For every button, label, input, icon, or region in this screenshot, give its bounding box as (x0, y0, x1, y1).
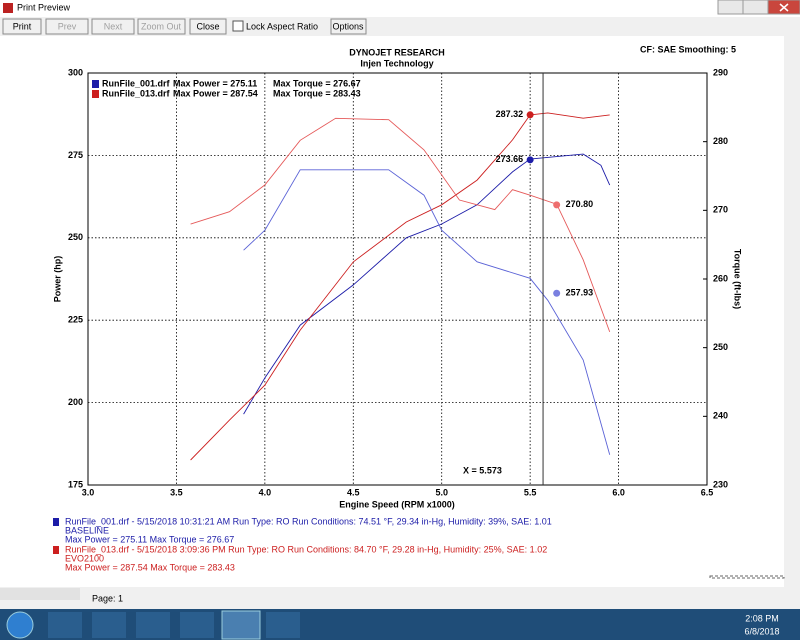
readout-marker (553, 201, 561, 209)
note-swatch (53, 518, 59, 526)
zoom-out-button[interactable] (137, 18, 186, 35)
maximize-button[interactable] (742, 0, 769, 15)
title-bar (0, 0, 800, 17)
vertical-scrollbar[interactable] (784, 36, 800, 587)
y2-tick-label: 290 (713, 67, 728, 77)
run-note: Max Power = 287.54 Max Torque = 283.43 (65, 562, 235, 572)
status-bar (0, 587, 800, 609)
y2-axis-label: Torque (ft-lbs) (733, 249, 743, 309)
legend-max-torque: Max Torque = 283.43 (273, 88, 361, 98)
power-torque-curve (243, 169, 611, 455)
chart-settings: CF: SAE Smoothing: 5 (640, 44, 736, 54)
x-tick-label: 5.0 (435, 487, 448, 497)
y2-tick-label: 280 (713, 136, 728, 146)
y2-tick-label: 240 (713, 411, 728, 421)
y2-tick-label: 230 (713, 479, 728, 489)
clock-time: 2:08 PM (745, 613, 779, 623)
prev-button[interactable] (45, 18, 89, 35)
button-label: Prev (58, 21, 77, 31)
power-torque-curve (243, 153, 611, 415)
close-button[interactable] (189, 18, 227, 35)
window-title: Print Preview (17, 2, 71, 12)
taskbar-icon-media[interactable] (136, 612, 170, 638)
readout-label: 257.93 (566, 288, 594, 298)
page-nav-buttons[interactable] (0, 588, 80, 600)
run-note: BASELINE (65, 525, 109, 535)
button-label: Print (13, 21, 32, 31)
next-button[interactable] (91, 18, 135, 35)
start-button[interactable] (6, 611, 34, 639)
note-swatch (53, 546, 59, 554)
run-note: RunFile_013.drf - 5/15/2018 3:09:36 PM R… (65, 544, 547, 554)
y-tick-label: 225 (68, 315, 83, 325)
close-icon (779, 3, 789, 12)
y-tick-label: 250 (68, 232, 83, 242)
run-note: EVO2100 (65, 553, 104, 563)
x-tick-label: 6.0 (612, 487, 625, 497)
y2-tick-label: 250 (713, 342, 728, 352)
chart-title: DYNOJET RESEARCH (349, 47, 445, 57)
taskbar-icon-calc[interactable] (266, 612, 300, 638)
y2-tick-label: 270 (713, 205, 728, 215)
x-tick-label: 4.0 (259, 487, 272, 497)
button-label: Next (104, 21, 123, 31)
page-edge (709, 575, 785, 579)
taskbar-icon-dyno[interactable] (221, 610, 261, 640)
readout-label: 270.80 (566, 199, 594, 209)
y-tick-label: 300 (68, 67, 83, 77)
legend-max-torque: Max Torque = 276.67 (273, 78, 361, 88)
y-axis-label: Power (hp) (52, 256, 62, 303)
x-tick-label: 5.5 (524, 487, 537, 497)
page-indicator: Page: 1 (92, 593, 123, 603)
x-tick-label: 3.0 (82, 487, 95, 497)
chart-subtitle: Injen Technology (360, 58, 433, 68)
minimize-button[interactable] (717, 0, 744, 15)
button-label: Options (332, 21, 364, 31)
x-tick-label: 4.5 (347, 487, 360, 497)
taskbar (0, 609, 800, 640)
power-torque-curve (190, 117, 611, 333)
checkbox-label: Lock Aspect Ratio (246, 21, 318, 31)
x-axis-label: Engine Speed (RPM x1000) (339, 499, 455, 509)
legend-swatch (92, 90, 99, 98)
readout-marker (553, 289, 561, 297)
taskbar-icon-chrome[interactable] (180, 612, 214, 638)
app-icon (3, 3, 13, 13)
run-note: RunFile_001.drf - 5/15/2018 10:31:21 AM … (65, 516, 552, 526)
run-note: Max Power = 275.11 Max Torque = 276.67 (65, 534, 234, 544)
taskbar-icon-ie[interactable] (48, 612, 82, 638)
cursor-label: X = 5.573 (463, 465, 502, 475)
readout-marker (526, 111, 534, 119)
power-torque-curve (190, 112, 610, 461)
legend-max-power: Max Power = 287.54 (173, 88, 258, 98)
lock-checkbox[interactable] (232, 20, 244, 32)
y-tick-label: 175 (68, 479, 83, 489)
legend-name: RunFile_013.drf (102, 88, 171, 98)
toolbar: Print Prev Next Zoom Out Close Lock Aspe… (0, 17, 800, 36)
x-tick-label: 6.5 (701, 487, 714, 497)
button-label: Close (196, 21, 219, 31)
legend-max-power: Max Power = 275.11 (173, 78, 257, 88)
taskbar-icon-explorer[interactable] (92, 612, 126, 638)
print-button[interactable] (2, 18, 42, 35)
x-tick-label: 3.5 (170, 487, 183, 497)
legend-swatch (92, 80, 99, 88)
options-button[interactable] (330, 18, 367, 35)
readout-marker (526, 156, 534, 164)
readout-label: 287.32 (496, 109, 524, 119)
y2-tick-label: 260 (713, 273, 728, 283)
button-label: Zoom Out (141, 21, 182, 31)
y-tick-label: 275 (68, 150, 83, 160)
legend-name: RunFile_001.drf (102, 78, 171, 88)
y-tick-label: 200 (68, 397, 83, 407)
readout-label: 273.66 (496, 154, 524, 164)
clock-date: 6/8/2018 (744, 626, 779, 636)
